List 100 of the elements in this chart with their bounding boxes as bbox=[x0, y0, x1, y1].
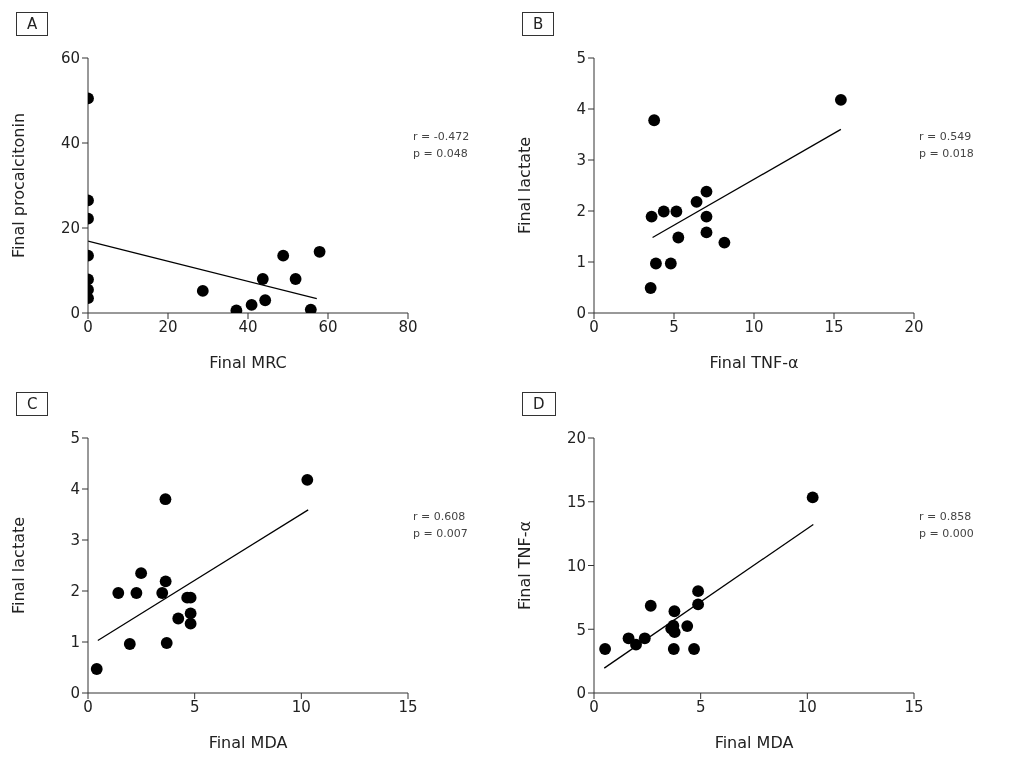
chart-title: D bbox=[522, 392, 556, 416]
y-axis-title: Final TNF-α bbox=[514, 520, 534, 611]
text: p = 0.018 bbox=[919, 146, 974, 162]
y-tick-label: 15 bbox=[566, 493, 586, 512]
point bbox=[123, 638, 136, 650]
x-axis-title: Final TNF-α bbox=[709, 353, 799, 372]
point bbox=[90, 663, 103, 675]
y-tick-label: 0 bbox=[70, 684, 80, 703]
point bbox=[688, 643, 700, 655]
x-tick-label: 5 bbox=[669, 317, 679, 336]
point bbox=[135, 567, 148, 580]
y-tick-label: 5 bbox=[576, 620, 586, 639]
text: p = 0.007 bbox=[413, 526, 468, 542]
x-tick-label: 10 bbox=[744, 317, 764, 336]
point bbox=[667, 643, 680, 655]
point bbox=[648, 114, 661, 127]
point bbox=[700, 210, 713, 223]
x-tick-label: 20 bbox=[158, 317, 178, 336]
y-tick-label: 1 bbox=[576, 253, 586, 272]
x-tick-label: 0 bbox=[83, 697, 93, 716]
point bbox=[196, 284, 209, 297]
point bbox=[644, 282, 657, 294]
point bbox=[304, 303, 317, 313]
point bbox=[313, 245, 326, 258]
point bbox=[806, 491, 819, 504]
point bbox=[638, 632, 651, 645]
y-tick-label: 20 bbox=[60, 219, 80, 238]
point bbox=[112, 587, 125, 599]
x-tick-label: 80 bbox=[398, 317, 418, 336]
x-tick-label: 0 bbox=[589, 697, 599, 716]
text: r = 0.858 bbox=[919, 509, 973, 525]
point bbox=[700, 226, 713, 239]
point bbox=[681, 620, 694, 632]
point bbox=[664, 257, 677, 270]
x-axis-title: Final MDA bbox=[714, 733, 794, 752]
point bbox=[277, 249, 290, 262]
text: r = 0.549 bbox=[919, 129, 973, 145]
point bbox=[259, 294, 272, 307]
y-tick-label: 5 bbox=[576, 49, 586, 68]
y-tick-label: 5 bbox=[70, 429, 80, 448]
point bbox=[645, 210, 658, 223]
x-tick-label: 5 bbox=[695, 697, 706, 716]
y-axis-title: Final lactate bbox=[8, 516, 28, 615]
point bbox=[718, 236, 731, 249]
y-tick-label: 4 bbox=[70, 480, 80, 499]
x-tick-label: 15 bbox=[904, 697, 924, 716]
y-tick-label: 0 bbox=[70, 304, 80, 323]
chart-title: C bbox=[16, 392, 49, 416]
y-tick-label: 1 bbox=[70, 633, 80, 652]
point bbox=[245, 299, 258, 311]
y-tick-label: 3 bbox=[70, 531, 80, 550]
point bbox=[184, 617, 197, 630]
point bbox=[700, 185, 713, 198]
x-tick-label: 0 bbox=[589, 317, 599, 336]
point bbox=[650, 257, 662, 270]
text: r = 0.608 bbox=[413, 509, 467, 525]
point bbox=[834, 93, 847, 106]
text: p = 0.000 bbox=[919, 526, 974, 542]
x-tick-label: 5 bbox=[189, 697, 200, 716]
text: r = -0.472 bbox=[413, 129, 470, 145]
point bbox=[172, 612, 185, 625]
point bbox=[301, 473, 314, 486]
y-tick-label: 4 bbox=[576, 100, 586, 119]
point bbox=[130, 587, 143, 599]
point bbox=[159, 575, 172, 588]
point bbox=[184, 607, 197, 620]
x-tick-label: 40 bbox=[238, 317, 258, 336]
x-axis-title: Final MRC bbox=[209, 353, 287, 372]
point bbox=[644, 599, 657, 612]
chart-title: A bbox=[16, 12, 49, 36]
x-tick-label: 10 bbox=[797, 697, 817, 716]
point bbox=[690, 195, 703, 208]
y-axis-title: Final procalcitonin bbox=[8, 112, 28, 259]
point bbox=[630, 638, 642, 651]
y-tick-label: 60 bbox=[60, 49, 80, 68]
point bbox=[670, 205, 683, 218]
y-tick-label: 40 bbox=[60, 134, 80, 153]
y-tick-label: 3 bbox=[576, 151, 586, 170]
point bbox=[672, 231, 685, 244]
y-tick-label: 2 bbox=[576, 202, 586, 221]
x-tick-label: 15 bbox=[398, 697, 418, 716]
chart-title: B bbox=[522, 12, 555, 36]
point bbox=[668, 605, 681, 618]
x-tick-label: 0 bbox=[83, 317, 93, 336]
y-tick-label: 0 bbox=[576, 684, 586, 703]
x-tick-label: 15 bbox=[824, 317, 844, 336]
x-tick-label: 10 bbox=[291, 697, 311, 716]
point bbox=[159, 493, 172, 506]
point bbox=[289, 273, 302, 285]
y-tick-label: 0 bbox=[576, 304, 586, 323]
x-axis-title: Final MDA bbox=[208, 733, 288, 752]
point bbox=[160, 637, 173, 649]
y-tick-label: 20 bbox=[566, 429, 586, 448]
point bbox=[692, 585, 705, 598]
y-tick-label: 10 bbox=[566, 556, 586, 575]
point bbox=[657, 205, 670, 218]
point bbox=[599, 643, 612, 655]
y-axis-title: Final lactate bbox=[514, 136, 534, 235]
point bbox=[156, 587, 169, 599]
point bbox=[256, 273, 269, 285]
